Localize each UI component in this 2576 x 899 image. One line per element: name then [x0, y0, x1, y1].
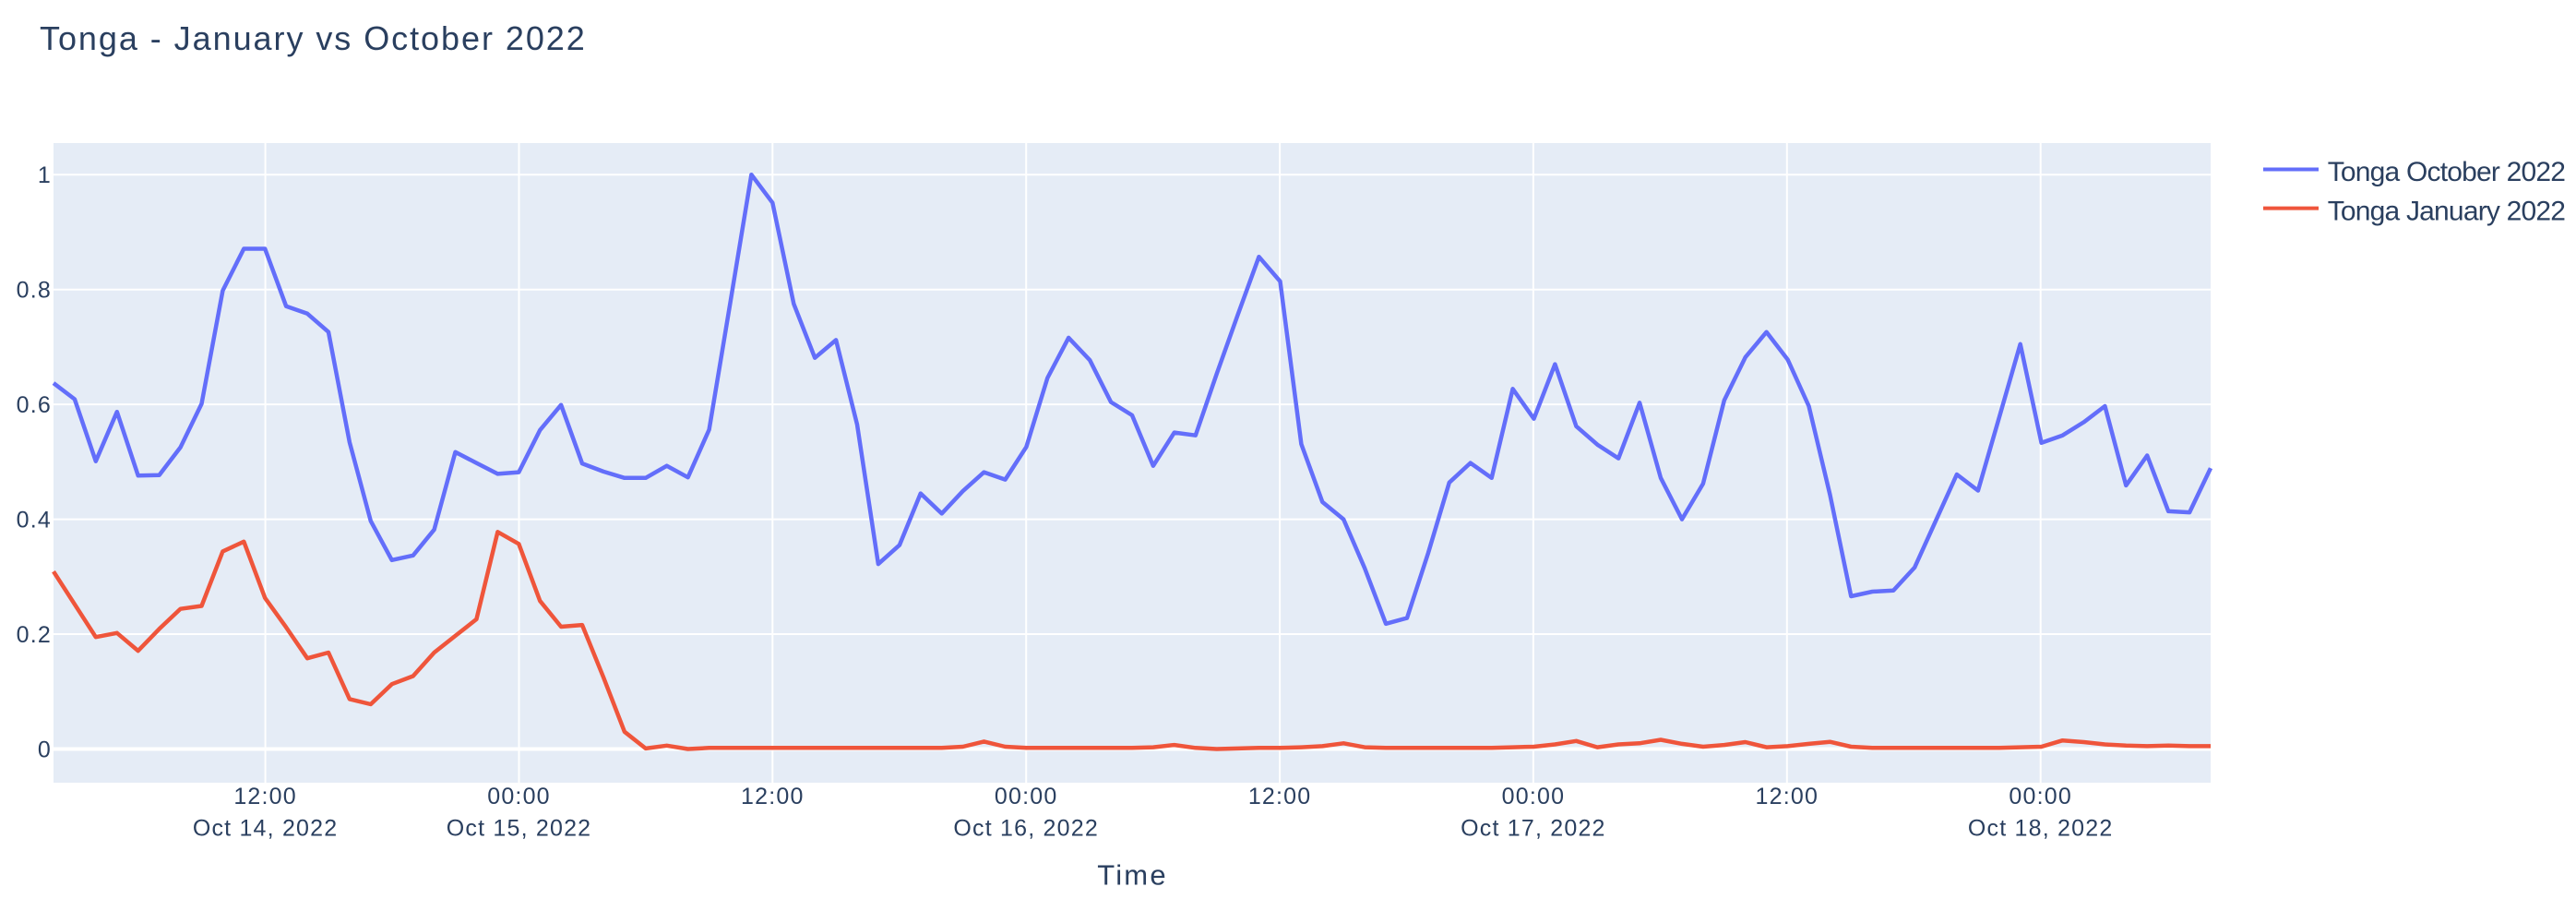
svg-text:Oct 16, 2022: Oct 16, 2022: [953, 816, 1099, 842]
svg-text:0.8: 0.8: [17, 278, 52, 304]
svg-text:Tonga October 2022: Tonga October 2022: [2328, 157, 2566, 187]
svg-text:1: 1: [38, 162, 52, 188]
svg-text:00:00: 00:00: [1502, 784, 1566, 809]
svg-text:00:00: 00:00: [2009, 784, 2072, 809]
svg-text:Oct 15, 2022: Oct 15, 2022: [447, 816, 592, 842]
svg-text:00:00: 00:00: [487, 784, 551, 809]
svg-text:12:00: 12:00: [1756, 784, 1819, 809]
svg-text:Oct 14, 2022: Oct 14, 2022: [193, 816, 339, 842]
svg-text:Tonga January 2022: Tonga January 2022: [2328, 197, 2566, 227]
svg-text:Oct 17, 2022: Oct 17, 2022: [1461, 816, 1606, 842]
svg-text:12:00: 12:00: [1248, 784, 1312, 809]
svg-text:0.4: 0.4: [17, 508, 52, 533]
svg-text:0: 0: [38, 737, 52, 763]
svg-text:00:00: 00:00: [995, 784, 1058, 809]
svg-text:Oct 18, 2022: Oct 18, 2022: [1968, 816, 2114, 842]
svg-text:12:00: 12:00: [233, 784, 297, 809]
svg-text:Tonga - January vs October 202: Tonga - January vs October 2022: [40, 19, 587, 57]
svg-text:0.2: 0.2: [17, 622, 52, 648]
svg-text:Time: Time: [1097, 858, 1168, 891]
svg-text:0.6: 0.6: [17, 392, 52, 418]
svg-text:12:00: 12:00: [741, 784, 805, 809]
